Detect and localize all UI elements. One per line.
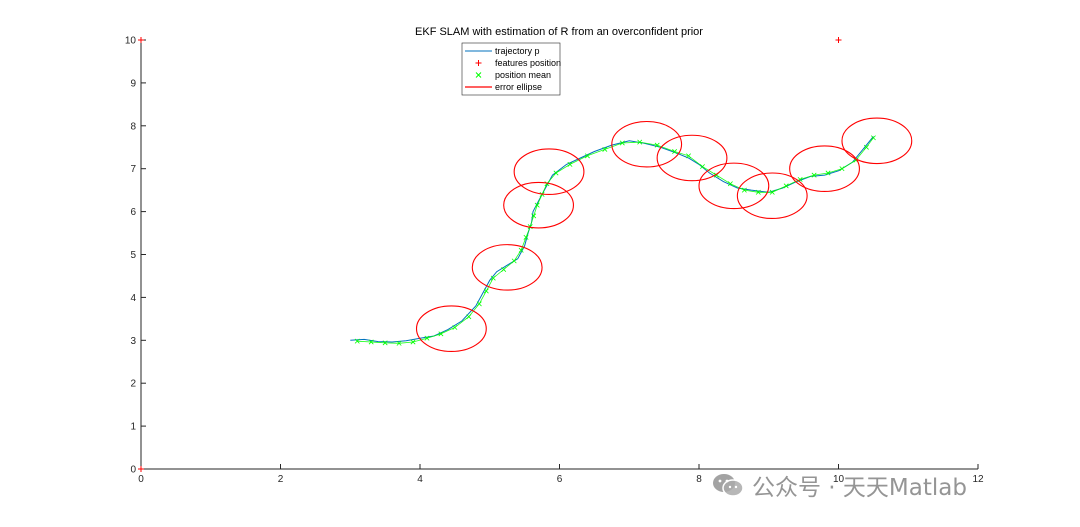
position-mean-marker <box>501 267 507 272</box>
watermark-text: 公众号 · 天天Matlab <box>752 475 967 501</box>
position-mean-marker <box>438 331 444 337</box>
feature-marker <box>138 466 144 472</box>
y-tick-label: 1 <box>130 422 136 433</box>
position-mean-marker <box>811 172 817 178</box>
error-ellipse <box>841 117 913 165</box>
position-mean-marker <box>637 139 643 145</box>
position-mean-marker <box>567 161 573 167</box>
position-mean-marker <box>863 144 869 150</box>
position-mean-marker <box>518 247 524 253</box>
position-mean-line <box>357 137 874 344</box>
feature-marker <box>138 37 144 43</box>
x-tick-label: 6 <box>557 474 563 485</box>
legend-swatch <box>475 60 482 66</box>
y-tick-label: 5 <box>130 250 136 261</box>
position-mean-marker <box>700 164 705 170</box>
position-mean-marker <box>839 166 845 172</box>
x-tick-label: 8 <box>696 474 702 485</box>
position-mean-marker <box>424 335 430 341</box>
error-ellipse <box>656 134 728 182</box>
position-mean-marker <box>741 187 747 193</box>
position-mean-marker <box>769 189 775 195</box>
position-mean-marker <box>619 140 625 146</box>
error-ellipse <box>513 148 585 195</box>
legend-label: error ellipse <box>495 82 542 92</box>
position-mean-marker <box>511 258 517 264</box>
position-mean-marker <box>382 340 388 346</box>
error-ellipse <box>611 120 683 168</box>
x-tick-label: 2 <box>278 474 284 485</box>
position-mean-marker <box>368 339 374 345</box>
legend: trajectory p features position position me… <box>461 42 561 96</box>
error-ellipse <box>698 162 770 210</box>
position-mean-marker <box>531 213 537 219</box>
position-mean-marker <box>466 314 472 320</box>
error-ellipse <box>789 145 860 192</box>
plot-area <box>138 37 913 472</box>
legend-label: trajectory p <box>495 46 540 56</box>
x-tick-label: 12 <box>972 474 984 485</box>
position-mean-marker <box>553 170 559 176</box>
position-mean-marker <box>527 224 533 230</box>
error-ellipse <box>736 172 808 220</box>
legend-swatch <box>475 72 482 78</box>
position-mean-marker <box>544 181 550 187</box>
y-tick-label: 6 <box>130 207 136 218</box>
position-mean-marker <box>476 301 482 307</box>
x-tick-label: 10 <box>833 474 845 485</box>
y-tick-label: 3 <box>130 336 136 347</box>
position-mean-marker <box>483 288 489 294</box>
position-mean-marker <box>672 149 678 155</box>
error-ellipse <box>503 181 575 229</box>
position-mean-marker <box>727 181 733 187</box>
position-mean-marker <box>602 146 608 152</box>
legend-label: features position <box>495 58 561 68</box>
y-tick-label: 7 <box>130 164 136 175</box>
position-mean-marker <box>452 324 458 330</box>
position-mean-marker <box>354 338 360 344</box>
chart-title: EKF SLAM with estimation of R from an ov… <box>415 26 703 38</box>
wechat-icon <box>713 474 744 497</box>
feature-marker <box>835 37 842 43</box>
y-tick-label: 9 <box>130 78 136 89</box>
x-tick-label: 0 <box>138 474 144 485</box>
position-mean-marker <box>686 153 692 159</box>
position-mean-marker <box>825 170 831 176</box>
error-ellipse <box>471 244 543 291</box>
position-mean-marker <box>870 135 876 141</box>
position-mean-marker <box>584 153 590 159</box>
position-mean-marker <box>534 202 540 208</box>
legend-box <box>461 42 561 96</box>
position-mean-marker <box>654 142 660 148</box>
position-mean-marker <box>755 189 761 195</box>
y-tick-label: 10 <box>125 36 137 47</box>
y-tick-label: 4 <box>130 293 136 304</box>
legend-label: position mean <box>495 70 551 80</box>
position-mean-marker <box>490 275 496 281</box>
position-mean-marker <box>410 339 416 345</box>
position-mean-marker <box>523 234 529 240</box>
y-tick-label: 8 <box>130 121 136 132</box>
watermark: 公众号 · 天天Matlab <box>712 468 967 502</box>
error-ellipse <box>415 305 487 353</box>
x-tick-label: 4 <box>417 474 423 485</box>
position-mean-marker <box>783 183 789 189</box>
y-tick-label: 0 <box>130 465 136 476</box>
position-mean-marker <box>396 340 402 346</box>
y-tick-label: 2 <box>130 379 136 390</box>
